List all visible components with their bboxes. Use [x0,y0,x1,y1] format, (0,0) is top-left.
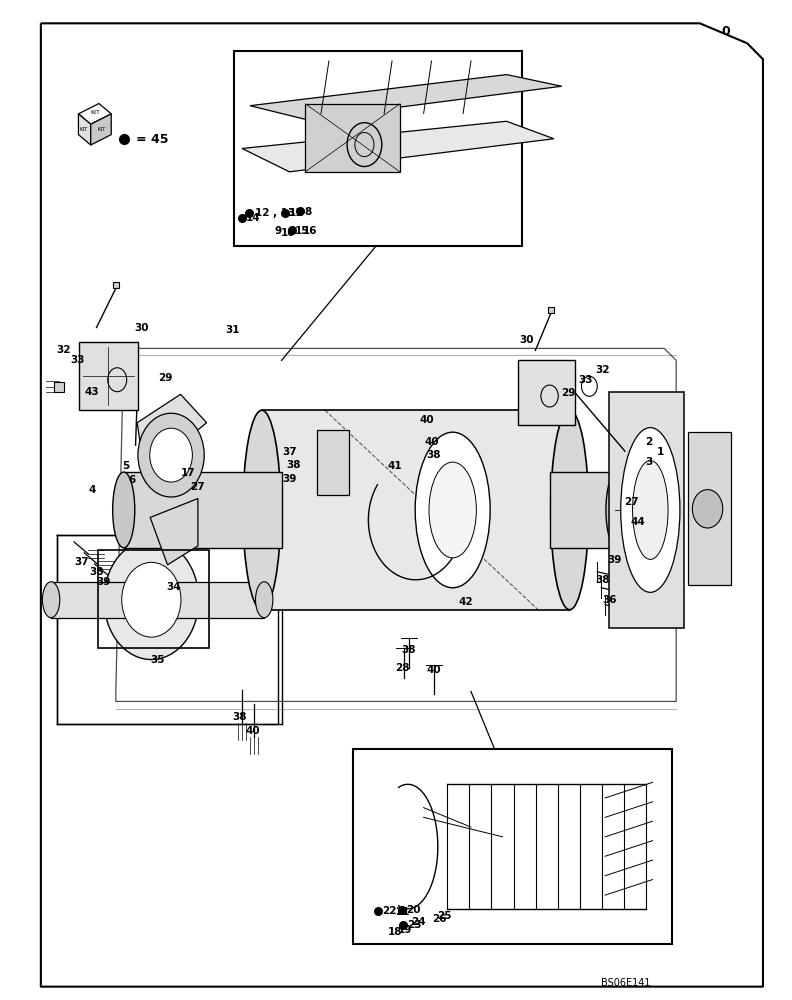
Text: 8: 8 [305,207,312,217]
Text: 44: 44 [630,517,645,527]
Text: 40: 40 [245,726,260,736]
Text: 20: 20 [406,905,421,915]
Text: 27: 27 [624,497,638,507]
Text: 32: 32 [596,365,610,375]
Text: 30: 30 [519,335,534,345]
Text: 36: 36 [602,595,616,605]
Text: 38: 38 [427,450,441,460]
Ellipse shape [243,410,281,610]
Text: 35: 35 [150,655,165,665]
Text: = 45: = 45 [135,133,168,146]
Text: 40: 40 [425,437,439,447]
Bar [262,410,569,610]
Text: 31: 31 [226,325,240,335]
Ellipse shape [621,428,680,592]
Bar [550,472,617,548]
Text: 27: 27 [190,482,204,492]
Text: 5: 5 [123,461,130,471]
Ellipse shape [43,582,59,618]
Text: 0: 0 [722,25,730,38]
Text: 22: 22 [383,906,397,916]
Bar [518,360,575,425]
Text: 38: 38 [402,645,416,655]
Ellipse shape [112,472,135,548]
Text: 39: 39 [607,555,622,565]
Bar [352,749,672,944]
Bar [51,582,265,618]
Text: 41: 41 [387,461,402,471]
Ellipse shape [256,582,273,618]
Text: KIT: KIT [90,110,100,115]
Text: 29: 29 [158,373,173,383]
Text: 33: 33 [70,355,86,365]
Text: 10: 10 [281,228,295,238]
Polygon shape [242,121,554,172]
Text: 39: 39 [97,577,111,587]
Ellipse shape [429,462,476,558]
Text: KIT: KIT [97,127,105,132]
Text: 33: 33 [578,375,592,385]
Text: 14: 14 [246,213,261,223]
Text: 25: 25 [437,911,451,921]
Text: 43: 43 [85,387,100,397]
Text: 32: 32 [56,345,71,355]
Text: BS06E141: BS06E141 [601,978,651,988]
Text: 11: 11 [288,208,303,218]
Ellipse shape [606,472,628,548]
Ellipse shape [633,461,668,559]
Text: 1: 1 [657,447,664,457]
Bar [234,51,522,246]
Text: 12 , 13: 12 , 13 [255,208,295,218]
Text: 37: 37 [282,447,297,457]
Ellipse shape [415,432,490,588]
Bar [98,550,209,648]
Text: 34: 34 [166,582,181,592]
Text: 38: 38 [89,567,103,577]
Text: 40: 40 [427,665,441,675]
Text: 42: 42 [458,597,473,607]
Text: 23: 23 [407,920,421,930]
Text: 39: 39 [282,474,297,484]
Bar [317,430,348,495]
Text: 19: 19 [398,925,412,935]
Text: 30: 30 [135,323,149,333]
Text: 21: 21 [394,907,409,917]
Text: 4: 4 [89,485,96,495]
Circle shape [150,428,192,482]
Text: 9: 9 [275,226,282,236]
Polygon shape [137,394,207,480]
Polygon shape [91,114,111,145]
Text: 6: 6 [128,475,135,485]
Text: KIT: KIT [80,127,89,132]
Text: 17: 17 [181,468,196,478]
Ellipse shape [550,410,588,610]
Text: 26: 26 [432,914,447,924]
Text: 38: 38 [596,575,610,585]
Polygon shape [78,104,111,124]
Text: 37: 37 [74,557,89,567]
Bar [688,432,732,585]
Text: 2: 2 [645,437,652,447]
Bar [124,472,282,548]
Polygon shape [150,499,198,565]
Text: 40: 40 [420,415,434,425]
Circle shape [692,490,723,528]
Circle shape [122,562,181,637]
Bar [78,342,138,410]
Text: 38: 38 [233,712,247,722]
Text: 28: 28 [395,663,409,673]
Text: 3: 3 [645,457,652,467]
Polygon shape [250,75,562,119]
Text: 16: 16 [303,226,317,236]
Circle shape [138,413,204,497]
Text: 24: 24 [411,917,425,927]
Bar [609,392,684,628]
Bar [305,104,400,172]
Text: 18: 18 [388,927,402,937]
Polygon shape [78,114,91,145]
Text: 15: 15 [295,226,310,236]
Text: 29: 29 [561,388,575,398]
Circle shape [104,540,199,660]
Text: 38: 38 [286,460,301,470]
